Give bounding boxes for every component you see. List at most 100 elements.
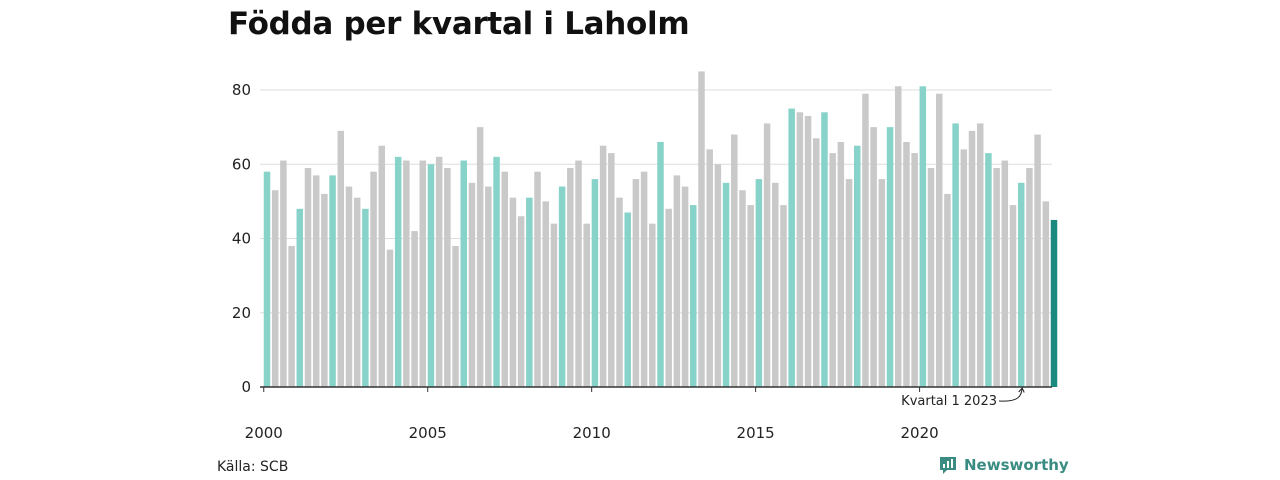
bar <box>460 160 467 387</box>
bar <box>542 201 549 388</box>
bar <box>829 153 836 387</box>
bar <box>394 156 402 387</box>
bar <box>1001 160 1009 387</box>
bar <box>575 160 582 387</box>
bar <box>558 186 566 387</box>
bar <box>517 216 525 387</box>
bar <box>681 186 689 387</box>
bar <box>608 153 615 387</box>
bar <box>550 223 558 387</box>
bar <box>919 86 927 387</box>
bar <box>271 190 279 387</box>
bar <box>1009 205 1017 387</box>
bar <box>485 186 492 387</box>
bar <box>911 153 918 387</box>
bar <box>821 112 828 387</box>
bar <box>1050 219 1058 387</box>
bar <box>886 127 894 388</box>
x-tick-label: 2005 <box>409 424 447 442</box>
bar <box>731 134 738 387</box>
bar <box>1017 182 1025 387</box>
y-tick-label: 20 <box>232 304 251 322</box>
bar <box>526 197 533 387</box>
bar <box>632 179 640 387</box>
bar <box>845 179 853 387</box>
y-tick-label: 0 <box>241 378 251 396</box>
bar <box>1034 134 1041 387</box>
bar <box>796 112 804 387</box>
bar <box>501 171 508 387</box>
bar <box>1042 201 1050 388</box>
bar <box>419 160 427 387</box>
bar <box>747 205 754 387</box>
bar <box>452 245 459 387</box>
bar <box>468 182 476 387</box>
x-axis-ticks: 2000 2005 2010 2015 2020 <box>245 387 939 442</box>
bar <box>706 149 713 387</box>
bar <box>567 167 574 387</box>
bar <box>345 186 353 387</box>
bar <box>976 123 984 387</box>
bar <box>894 86 902 387</box>
x-tick-label: 2015 <box>737 424 775 442</box>
bar <box>690 205 697 387</box>
bar <box>854 145 861 387</box>
bar <box>312 175 320 387</box>
bar <box>493 156 500 387</box>
bar <box>780 205 787 387</box>
bar <box>296 208 304 387</box>
bar <box>657 141 664 387</box>
bar <box>673 175 681 387</box>
bar <box>944 193 951 387</box>
bar <box>927 167 935 387</box>
brand-logo: Newsworthy <box>938 455 1069 475</box>
bar <box>616 197 623 387</box>
bar <box>288 245 295 387</box>
bar <box>870 127 877 388</box>
bar <box>862 93 869 388</box>
bar <box>698 71 705 387</box>
bar <box>370 171 377 387</box>
bar <box>788 108 795 387</box>
bar <box>722 182 730 387</box>
y-tick-label: 60 <box>232 155 251 173</box>
bar <box>878 179 886 387</box>
bar <box>640 171 648 387</box>
bar <box>739 190 746 387</box>
bar <box>968 130 976 387</box>
bar <box>304 167 312 387</box>
bar <box>534 171 541 387</box>
x-tick-label: 2020 <box>900 424 938 442</box>
source-label: Källa: SCB <box>217 459 289 475</box>
y-axis-ticks: 0 20 40 60 80 <box>232 81 251 396</box>
bar <box>935 93 943 388</box>
bar <box>583 223 590 387</box>
bar <box>772 182 779 387</box>
bar <box>329 175 336 387</box>
annotation-label: Kvartal 1 2023 <box>901 394 997 409</box>
bar <box>985 153 992 387</box>
bar <box>411 231 418 387</box>
bar <box>763 123 771 387</box>
bar <box>665 208 672 387</box>
bar <box>321 193 328 387</box>
bar <box>837 141 845 387</box>
bar <box>591 179 599 387</box>
bar <box>403 160 410 387</box>
bar <box>435 156 443 387</box>
bar <box>263 171 271 387</box>
bar <box>280 160 287 387</box>
bar <box>624 212 631 387</box>
bar <box>476 127 484 388</box>
bar <box>1026 167 1033 387</box>
chart-title: Födda per kvartal i Laholm <box>228 6 690 42</box>
bar <box>649 223 656 387</box>
bar <box>386 249 394 387</box>
bar <box>813 138 820 387</box>
bar <box>378 145 386 387</box>
bar <box>755 179 763 387</box>
bar <box>337 130 345 387</box>
bar <box>804 115 812 388</box>
bar <box>362 208 369 387</box>
